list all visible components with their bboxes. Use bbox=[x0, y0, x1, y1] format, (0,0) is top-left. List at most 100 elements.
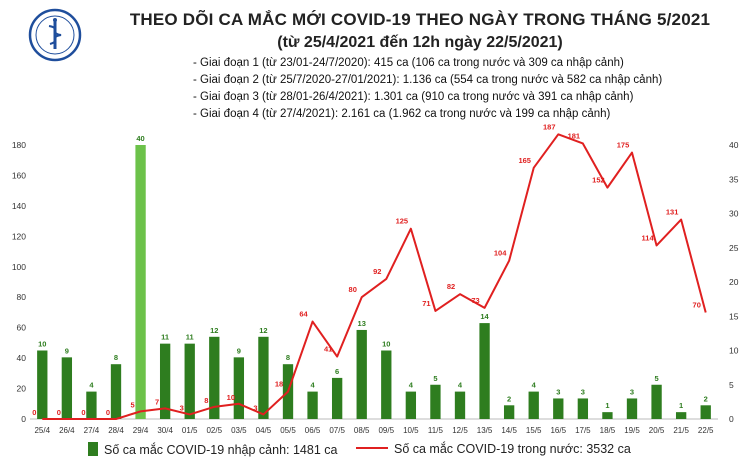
bar bbox=[135, 145, 146, 419]
x-axis-tick-label: 12/5 bbox=[452, 426, 468, 435]
legend-bar-swatch bbox=[88, 442, 98, 456]
bar-data-label: 11 bbox=[161, 333, 169, 342]
bar bbox=[184, 343, 195, 419]
x-axis-tick-label: 19/5 bbox=[624, 426, 640, 435]
x-axis-tick-label: 30/4 bbox=[157, 426, 173, 435]
right-axis-tick-label: 25 bbox=[729, 243, 739, 253]
series-line bbox=[42, 133, 707, 420]
line-data-label: 70 bbox=[693, 300, 701, 309]
right-axis-tick-label: 35 bbox=[729, 174, 739, 184]
bar-data-label: 1 bbox=[679, 401, 683, 410]
x-axis-tick-label: 06/5 bbox=[305, 426, 321, 435]
legend-bar-label: Số ca mắc COVID-19 nhập cảnh: 1481 ca bbox=[104, 443, 338, 457]
line-data-label: 7 bbox=[155, 397, 159, 406]
x-axis-tick-label: 17/5 bbox=[575, 426, 591, 435]
bar-data-label: 4 bbox=[458, 381, 463, 390]
bar bbox=[700, 405, 711, 419]
line-data-label: 3 bbox=[180, 403, 184, 412]
bar bbox=[61, 357, 73, 419]
bar-data-label: 4 bbox=[409, 381, 414, 390]
x-axis-tick-label: 10/5 bbox=[403, 426, 419, 435]
bar bbox=[86, 391, 97, 419]
line-data-label: 18 bbox=[275, 380, 283, 389]
line-data-label: 131 bbox=[666, 208, 679, 217]
bar-data-label: 6 bbox=[335, 367, 339, 376]
bar-data-label: 40 bbox=[136, 134, 144, 143]
bar bbox=[577, 398, 589, 419]
phase-3-summary: - Giai đoạn 3 (từ 28/01-26/4/2021): 1.30… bbox=[193, 91, 634, 103]
line-data-label: 80 bbox=[349, 285, 357, 294]
x-axis-tick-label: 05/5 bbox=[280, 426, 296, 435]
line-data-label: 41 bbox=[324, 345, 332, 354]
bar-data-label: 14 bbox=[480, 312, 489, 321]
phase-2-summary: - Giai đoạn 2 (từ 25/7/2020-27/01/2021):… bbox=[193, 74, 663, 86]
line-data-label: 0 bbox=[32, 408, 36, 417]
bar-data-label: 4 bbox=[532, 381, 537, 390]
bar bbox=[602, 412, 613, 419]
line-data-label: 10 bbox=[227, 393, 235, 402]
bar-data-label: 12 bbox=[259, 326, 267, 335]
bar bbox=[626, 398, 638, 419]
bar-data-label: 5 bbox=[654, 374, 658, 383]
left-axis-tick-label: 40 bbox=[17, 353, 27, 363]
bar-data-label: 10 bbox=[382, 340, 390, 349]
bar bbox=[356, 329, 367, 419]
bar-data-label: 4 bbox=[89, 381, 94, 390]
line-data-label: 8 bbox=[204, 396, 208, 405]
bar-data-label: 3 bbox=[581, 387, 585, 396]
chart-title: THEO DÕI CA MẮC MỚI COVID-19 THEO NGÀY T… bbox=[129, 10, 711, 29]
legend-line-swatch bbox=[356, 447, 388, 449]
bar bbox=[553, 398, 564, 419]
bar-data-label: 3 bbox=[556, 387, 560, 396]
right-axis-tick-label: 20 bbox=[729, 277, 739, 287]
x-axis-tick-label: 03/5 bbox=[231, 426, 247, 435]
legend-line-entry: Số ca mắc COVID-19 trong nước: 3532 ca bbox=[356, 442, 631, 456]
x-axis-tick-label: 29/4 bbox=[133, 426, 149, 435]
legend-bar-entry: Số ca mắc COVID-19 nhập cảnh: 1481 ca bbox=[88, 442, 337, 457]
line-data-label: 165 bbox=[518, 156, 531, 165]
bar bbox=[159, 343, 171, 419]
line-data-label: 114 bbox=[642, 233, 655, 242]
left-axis-tick-label: 20 bbox=[17, 384, 27, 394]
right-axis-tick-label: 10 bbox=[729, 346, 739, 356]
bar bbox=[209, 336, 220, 419]
line-data-label: 0 bbox=[81, 408, 85, 417]
bar bbox=[381, 350, 392, 419]
bar-data-label: 2 bbox=[507, 394, 511, 403]
bar bbox=[233, 357, 245, 419]
bar bbox=[503, 405, 515, 419]
right-axis-tick-label: 5 bbox=[729, 380, 734, 390]
x-axis-tick-label: 16/5 bbox=[550, 426, 566, 435]
bar-data-label: 5 bbox=[433, 374, 437, 383]
legend-line-label: Số ca mắc COVID-19 trong nước: 3532 ca bbox=[394, 442, 631, 456]
line-data-label: 175 bbox=[617, 141, 630, 150]
x-axis-tick-label: 18/5 bbox=[600, 426, 616, 435]
x-axis-tick-label: 14/5 bbox=[501, 426, 517, 435]
x-axis-tick-label: 13/5 bbox=[477, 426, 493, 435]
bar bbox=[454, 391, 466, 419]
bar-data-label: 9 bbox=[237, 346, 241, 355]
bar-data-label: 1 bbox=[605, 401, 609, 410]
x-axis-tick-label: 22/5 bbox=[698, 426, 714, 435]
line-data-label: 5 bbox=[130, 400, 134, 409]
left-axis-tick-label: 120 bbox=[12, 231, 26, 241]
x-axis-tick-label: 25/4 bbox=[34, 426, 50, 435]
right-axis-tick-label: 40 bbox=[729, 140, 739, 150]
line-data-label: 73 bbox=[471, 296, 479, 305]
ministry-of-health-logo bbox=[28, 8, 82, 62]
right-axis-tick-label: 30 bbox=[729, 209, 739, 219]
bar bbox=[651, 384, 662, 419]
left-axis-tick-label: 160 bbox=[12, 170, 26, 180]
x-axis-tick-label: 26/4 bbox=[59, 426, 75, 435]
x-axis-tick-label: 02/5 bbox=[206, 426, 222, 435]
bar-data-label: 9 bbox=[65, 346, 69, 355]
left-axis-tick-label: 140 bbox=[12, 201, 26, 211]
bar bbox=[405, 391, 417, 419]
bar bbox=[307, 391, 318, 419]
line-data-label: 181 bbox=[568, 131, 581, 140]
right-axis-tick-label: 15 bbox=[729, 311, 739, 321]
phase-4-summary: - Giai đoạn 4 (từ 27/4/2021): 2.161 ca (… bbox=[193, 108, 611, 120]
right-axis-tick-label: 0 bbox=[729, 414, 734, 424]
line-data-label: 0 bbox=[106, 408, 110, 417]
